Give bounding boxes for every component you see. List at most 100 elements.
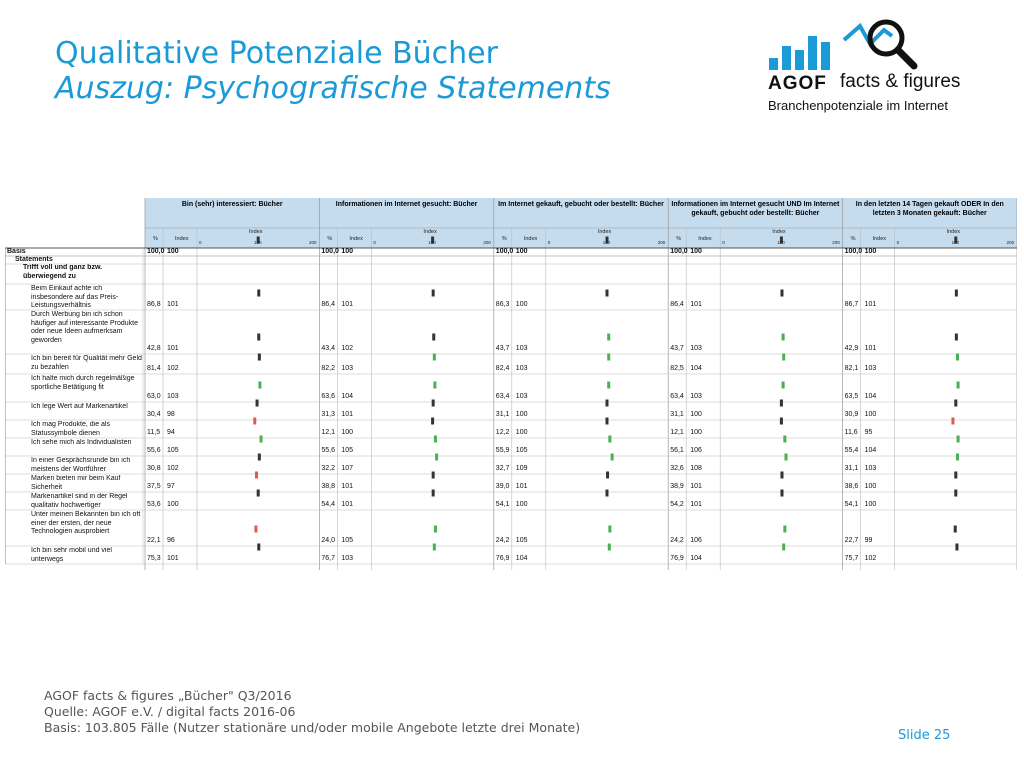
index-bar-mark — [779, 236, 783, 244]
index-bar-mark — [779, 417, 783, 425]
cell-pct: 22,1 — [147, 537, 161, 544]
cell-pct: 55,6 — [321, 447, 336, 454]
cell-index: 94 — [167, 429, 175, 436]
cell-index: 102 — [167, 365, 179, 372]
cell-index: 101 — [515, 483, 528, 490]
cell-index: 100 — [864, 501, 877, 508]
index-bar-mark — [954, 236, 958, 244]
cell-index: 100 — [690, 248, 702, 255]
index-bar-mark — [608, 525, 612, 533]
cell-pct: 63,6 — [321, 393, 336, 400]
cell-pct: 82,2 — [321, 365, 336, 372]
column-header: In den letzten 14 Tagen gekauft ODER In … — [855, 201, 1004, 217]
index-bar-mark — [953, 525, 957, 533]
index-bar-mark — [432, 333, 436, 341]
cell-index: 101 — [341, 483, 354, 490]
subheader-index: Index — [349, 236, 363, 242]
tick-0: 0 — [896, 240, 900, 245]
page-title: Qualitative Potenziale Bücher — [55, 36, 498, 71]
cell-pct: 42,9 — [844, 345, 859, 352]
cell-index: 101 — [341, 501, 354, 508]
index-bar-mark — [433, 381, 437, 389]
index-bar-mark — [782, 353, 786, 361]
cell-pct: 76,7 — [321, 555, 336, 562]
cell-index: 105 — [515, 537, 528, 544]
subheader-index: Index — [175, 236, 189, 242]
footer-basis: Basis: 103.805 Fälle (Nutzer stationäre … — [44, 720, 581, 735]
statement-label: Ich sehe mich als Individualisten — [31, 439, 132, 446]
cell-index: 100 — [167, 501, 179, 508]
index-bar-mark — [610, 453, 614, 461]
cell-pct: 63,5 — [844, 393, 859, 400]
statement-label: Beim Einkauf achte ich insbesondere auf … — [31, 285, 119, 309]
cell-index: 100 — [690, 411, 702, 418]
index-bar-mark — [607, 353, 611, 361]
cell-pct: 24,0 — [321, 537, 336, 544]
cell-pct: 32,7 — [495, 465, 510, 472]
cell-pct: 32,2 — [321, 465, 336, 472]
tick-200: 200 — [483, 240, 491, 245]
cell-pct: 86,8 — [147, 301, 161, 308]
cell-pct: 30,9 — [844, 411, 859, 418]
cell-index: 100 — [864, 248, 877, 255]
index-bar-mark — [431, 489, 435, 497]
subheader-pct: % — [501, 236, 507, 242]
cell-index: 100 — [515, 501, 528, 508]
cell-pct: 100,0 — [321, 248, 339, 255]
index-bar-mark — [255, 399, 259, 407]
cell-index: 100 — [864, 483, 877, 490]
column-header: Bin (sehr) interessiert: Bücher — [181, 201, 283, 208]
tick-100: 100 — [428, 240, 436, 245]
subheader-index-scale: Index — [249, 229, 263, 235]
index-bar-mark — [781, 333, 785, 341]
column-header: Im Internet gekauft, gebucht oder bestel… — [498, 201, 664, 208]
index-bar-mark — [782, 543, 786, 551]
tick-200: 200 — [1006, 240, 1015, 245]
cell-index: 97 — [167, 483, 175, 490]
cell-pct: 24,2 — [670, 537, 684, 544]
cell-index: 101 — [690, 501, 702, 508]
cell-pct: 63,4 — [670, 393, 684, 400]
subheader-index: Index — [872, 236, 887, 242]
index-bar-mark — [956, 453, 960, 461]
index-bar-mark — [954, 489, 958, 497]
cell-index: 99 — [864, 537, 873, 544]
subheader-pct: % — [327, 236, 333, 242]
index-bar-mark — [951, 417, 955, 425]
cell-pct: 43,7 — [670, 345, 684, 352]
cell-index: 100 — [515, 411, 528, 418]
statement-label: Ich halte mich durch regelmäßige sportli… — [31, 375, 135, 391]
index-bar-mark — [607, 381, 611, 389]
cell-index: 103 — [690, 345, 702, 352]
cell-pct: 86,7 — [844, 301, 859, 308]
index-bar-mark — [605, 399, 609, 407]
page-subtitle: Auszug: Psychografische Statements — [55, 71, 611, 106]
footer-source: Quelle: AGOF e.V. / digital facts 2016-0… — [44, 704, 296, 719]
cell-pct: 32,6 — [670, 465, 684, 472]
cell-pct: 100,0 — [495, 248, 514, 255]
index-bar-mark — [956, 353, 960, 361]
index-bar-mark — [607, 543, 611, 551]
cell-pct: 82,5 — [670, 365, 684, 372]
index-bar-mark — [780, 289, 784, 297]
index-bar-mark — [783, 435, 787, 443]
column-header: Informationen im Internet gesucht UND Im… — [671, 201, 840, 217]
cell-pct: 100,0 — [670, 248, 688, 255]
tick-200: 200 — [657, 240, 666, 245]
statement-label: Durch Werbung bin ich schon häufiger auf… — [31, 311, 139, 344]
tick-100: 100 — [777, 240, 785, 245]
index-bar-mark — [605, 417, 609, 425]
index-bar-mark — [431, 471, 435, 479]
logo-tagline: Branchenpotenziale im Internet — [768, 98, 948, 113]
cell-index: 104 — [864, 447, 877, 454]
cell-pct: 82,4 — [495, 365, 510, 372]
index-bar-mark — [780, 471, 784, 479]
cell-pct: 75,7 — [844, 555, 859, 562]
statement-label: Ich bin bereit für Qualität mehr Geld zu… — [31, 355, 142, 371]
index-bar-mark — [605, 289, 609, 297]
cell-pct: 31,1 — [670, 411, 684, 418]
cell-index: 104 — [864, 393, 877, 400]
cell-index: 104 — [341, 393, 354, 400]
index-bar-mark — [954, 399, 958, 407]
index-bar-mark — [954, 471, 958, 479]
